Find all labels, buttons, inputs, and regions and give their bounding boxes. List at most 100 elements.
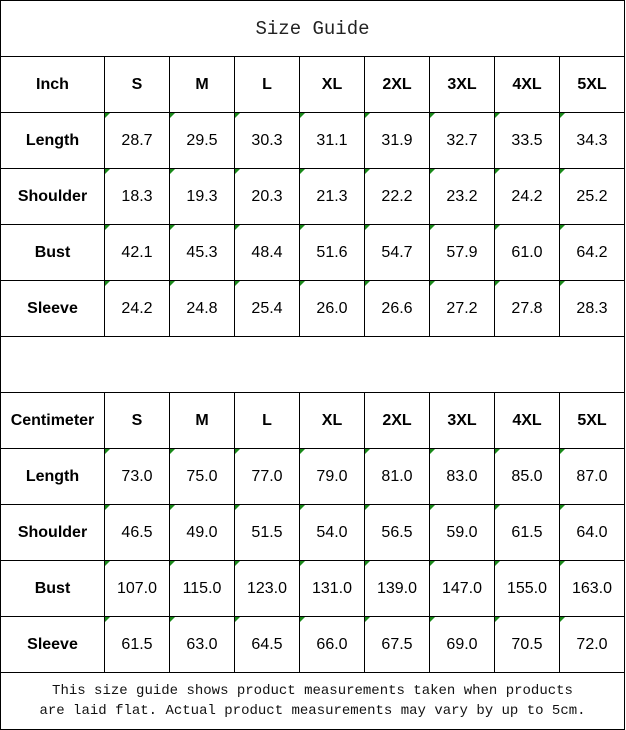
- measurement-cell: 115.0: [169, 560, 235, 617]
- measurement-cell: 28.7: [104, 112, 170, 169]
- measurement-cell: 131.0: [299, 560, 365, 617]
- measurement-cell: 77.0: [234, 448, 300, 505]
- measurement-cell: 24.8: [169, 280, 235, 337]
- size-header: L: [234, 392, 300, 449]
- table-row: Shoulder 46.5 49.0 51.5 54.0 56.5 59.0 61.5 64.0: [0, 504, 625, 561]
- measurement-cell: 64.5: [234, 616, 300, 673]
- row-label: Bust: [0, 224, 105, 281]
- size-header: S: [104, 392, 170, 449]
- measurement-cell: 27.8: [494, 280, 560, 337]
- measurement-cell: 79.0: [299, 448, 365, 505]
- measurement-cell: 49.0: [169, 504, 235, 561]
- size-header: M: [169, 56, 235, 113]
- unit-header: Inch: [0, 56, 105, 113]
- size-header: 5XL: [559, 392, 625, 449]
- measurement-cell: 25.4: [234, 280, 300, 337]
- measurement-cell: 26.0: [299, 280, 365, 337]
- measurement-cell: 70.5: [494, 616, 560, 673]
- measurement-cell: 147.0: [429, 560, 495, 617]
- size-header: XL: [299, 392, 365, 449]
- size-header: 4XL: [494, 392, 560, 449]
- measurement-cell: 59.0: [429, 504, 495, 561]
- size-header: S: [104, 56, 170, 113]
- spacer-row: [0, 336, 625, 393]
- measurement-cell: 85.0: [494, 448, 560, 505]
- measurement-cell: 19.3: [169, 168, 235, 225]
- measurement-cell: 75.0: [169, 448, 235, 505]
- measurement-cell: 57.9: [429, 224, 495, 281]
- measurement-cell: 21.3: [299, 168, 365, 225]
- measurement-cell: 51.5: [234, 504, 300, 561]
- size-header: 2XL: [364, 56, 430, 113]
- table-row: Length 28.7 29.5 30.3 31.1 31.9 32.7 33.5 34.3: [0, 112, 625, 169]
- measurement-cell: 163.0: [559, 560, 625, 617]
- measurement-cell: 25.2: [559, 168, 625, 225]
- table-row: Bust 42.1 45.3 48.4 51.6 54.7 57.9 61.0 64.2: [0, 224, 625, 281]
- unit-header: Centimeter: [0, 392, 105, 449]
- size-header: 2XL: [364, 392, 430, 449]
- measurement-cell: 139.0: [364, 560, 430, 617]
- measurement-cell: 64.0: [559, 504, 625, 561]
- row-label: Bust: [0, 560, 105, 617]
- size-header: 3XL: [429, 56, 495, 113]
- measurement-cell: 31.1: [299, 112, 365, 169]
- measurement-cell: 123.0: [234, 560, 300, 617]
- measurement-cell: 24.2: [104, 280, 170, 337]
- measurement-cell: 18.3: [104, 168, 170, 225]
- measurement-cell: 30.3: [234, 112, 300, 169]
- table-row: Sleeve 61.5 63.0 64.5 66.0 67.5 69.0 70.5 72.0: [0, 616, 625, 673]
- measurement-cell: 20.3: [234, 168, 300, 225]
- measurement-cell: 46.5: [104, 504, 170, 561]
- measurement-cell: 45.3: [169, 224, 235, 281]
- table-row: Shoulder 18.3 19.3 20.3 21.3 22.2 23.2 24.2 25.2: [0, 168, 625, 225]
- measurement-cell: 73.0: [104, 448, 170, 505]
- row-label: Sleeve: [0, 616, 105, 673]
- header-row: Inch S M L XL 2XL 3XL 4XL 5XL: [0, 56, 625, 113]
- table-row: Sleeve 24.2 24.8 25.4 26.0 26.6 27.2 27.8 28.3: [0, 280, 625, 337]
- measurement-cell: 26.6: [364, 280, 430, 337]
- measurement-cell: 67.5: [364, 616, 430, 673]
- row-label: Shoulder: [0, 504, 105, 561]
- measurement-cell: 32.7: [429, 112, 495, 169]
- measurement-cell: 34.3: [559, 112, 625, 169]
- measurement-cell: 51.6: [299, 224, 365, 281]
- measurement-cell: 23.2: [429, 168, 495, 225]
- measurement-cell: 27.2: [429, 280, 495, 337]
- size-header: 5XL: [559, 56, 625, 113]
- measurement-cell: 64.2: [559, 224, 625, 281]
- measurement-cell: 56.5: [364, 504, 430, 561]
- footnote-line: are laid flat. Actual product measuremen…: [39, 703, 586, 719]
- measurement-cell: 54.0: [299, 504, 365, 561]
- measurement-cell: 33.5: [494, 112, 560, 169]
- row-label: Length: [0, 448, 105, 505]
- measurement-cell: 42.1: [104, 224, 170, 281]
- blank-cell: [0, 336, 625, 393]
- row-label: Sleeve: [0, 280, 105, 337]
- table-row: Bust 107.0 115.0 123.0 131.0 139.0 147.0 155.0 1…: [0, 560, 625, 617]
- note-row: This size guide shows product measuremen…: [0, 672, 625, 730]
- footnote: This size guide shows product measuremen…: [0, 672, 625, 730]
- measurement-cell: 31.9: [364, 112, 430, 169]
- measurement-cell: 61.0: [494, 224, 560, 281]
- page-title: Size Guide: [0, 0, 625, 57]
- measurement-cell: 81.0: [364, 448, 430, 505]
- size-header: L: [234, 56, 300, 113]
- table-row: Length 73.0 75.0 77.0 79.0 81.0 83.0 85.0 87.0: [0, 448, 625, 505]
- size-header: M: [169, 392, 235, 449]
- measurement-cell: 83.0: [429, 448, 495, 505]
- row-label: Length: [0, 112, 105, 169]
- row-label: Shoulder: [0, 168, 105, 225]
- measurement-cell: 24.2: [494, 168, 560, 225]
- measurement-cell: 66.0: [299, 616, 365, 673]
- measurement-cell: 28.3: [559, 280, 625, 337]
- measurement-cell: 54.7: [364, 224, 430, 281]
- measurement-cell: 69.0: [429, 616, 495, 673]
- measurement-cell: 48.4: [234, 224, 300, 281]
- measurement-cell: 63.0: [169, 616, 235, 673]
- size-header: 3XL: [429, 392, 495, 449]
- measurement-cell: 72.0: [559, 616, 625, 673]
- measurement-cell: 61.5: [104, 616, 170, 673]
- header-row: Centimeter S M L XL 2XL 3XL 4XL 5XL: [0, 392, 625, 449]
- size-header: 4XL: [494, 56, 560, 113]
